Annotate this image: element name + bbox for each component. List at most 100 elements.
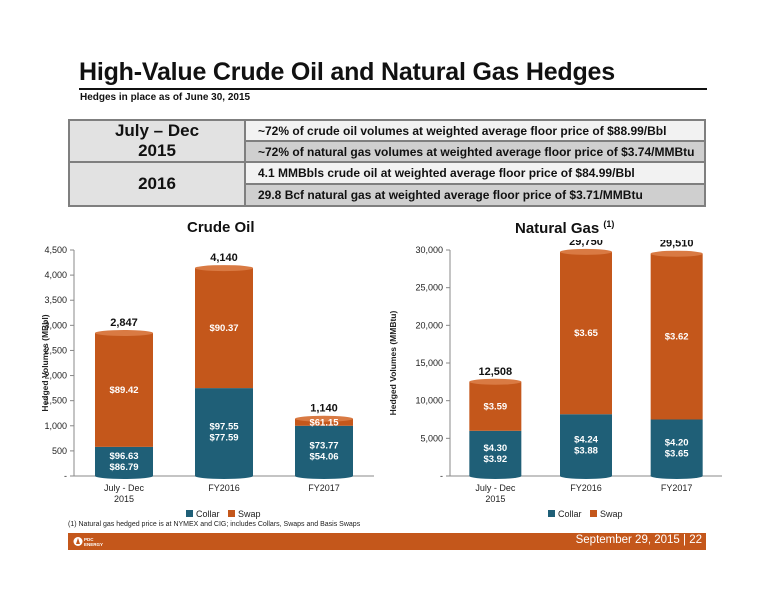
bar-cap (650, 250, 703, 257)
data-label: $3.65 (665, 448, 689, 459)
category-label: FY2016 (208, 483, 240, 493)
hedge-summary-table: July – Dec 2015 ~72% of crude oil volumes… (68, 119, 706, 207)
category-label: July - Dec 2015 (475, 483, 516, 504)
svg-text:ENERGY: ENERGY (84, 542, 103, 547)
data-label: $3.92 (483, 454, 507, 465)
footer-bar (68, 533, 706, 550)
natural-gas-chart: - 5,000 10,000 15,000 20,000 25,000 30,000 Hedg… (388, 240, 722, 519)
y-tick-label: - (64, 471, 67, 481)
data-label: $3.88 (574, 446, 598, 457)
legend-label: Swap (600, 509, 623, 519)
bar-cap (469, 378, 522, 385)
y-tick-label: 15,000 (415, 358, 443, 368)
y-tick-label: - (440, 471, 443, 481)
y-tick-label: 1,500 (44, 396, 67, 406)
bar-collar (95, 446, 153, 476)
bar-base (195, 473, 253, 479)
summary-item: 29.8 Bcf natural gas at weighted average… (244, 183, 706, 207)
data-label: $73.77 (309, 440, 338, 451)
data-label: $96.63 (109, 451, 138, 462)
crude-oil-chart: - 500 1,000 1,500 2,000 2,500 3,000 3,500 4,000 4… (40, 245, 374, 519)
period-cell-2016: 2016 (68, 161, 246, 207)
bar-collar (295, 425, 353, 476)
data-label: $77.59 (209, 433, 238, 444)
data-label: $3.62 (665, 332, 689, 343)
category-label: FY2017 (308, 483, 340, 493)
bar-swap (95, 333, 153, 447)
legend-swatch-collar (548, 510, 555, 517)
legend-label: Collar (558, 509, 582, 519)
crude-oil-chart-title: Crude Oil (187, 219, 255, 236)
y-tick-label: 25,000 (415, 283, 443, 293)
legend-swatch-swap (228, 510, 235, 517)
category-label: FY2017 (661, 483, 693, 493)
y-tick-label: 3,500 (44, 295, 67, 305)
data-label: $54.06 (309, 451, 338, 462)
y-axis-label: Hedged Volumes (MBbl) (40, 314, 50, 411)
bar-base (95, 473, 153, 479)
bar-collar (560, 414, 612, 476)
data-label: $90.37 (209, 323, 238, 334)
category-label: FY2016 (570, 483, 602, 493)
footnote: (1) Natural gas hedged price is at NYMEX… (68, 521, 361, 528)
svg-text:PDC: PDC (84, 537, 94, 542)
bar-cap (95, 330, 153, 337)
bar-swap (295, 418, 353, 426)
data-label: $4.24 (574, 435, 598, 446)
y-tick-label: 4,500 (44, 245, 67, 255)
bar-collar (195, 388, 253, 476)
y-tick-label: 20,000 (415, 320, 443, 330)
legend-swatch-swap (590, 510, 597, 517)
data-label: $86.79 (109, 462, 138, 473)
pdc-energy-logo: PDC ENERGY (73, 537, 103, 547)
bar-base (295, 473, 353, 479)
legend-swatch-collar (186, 510, 193, 517)
total-label: 4,140 (210, 252, 238, 264)
summary-item: ~72% of crude oil volumes at weighted av… (244, 119, 706, 142)
natural-gas-chart-title: Natural Gas (1) (515, 219, 614, 237)
bar-base (560, 473, 612, 479)
data-label: $4.20 (665, 437, 689, 448)
page-subtitle: Hedges in place as of June 30, 2015 (80, 92, 251, 103)
period-cell-2015: July – Dec 2015 (68, 119, 246, 163)
table-row: 29.8 Bcf natural gas at weighted average… (69, 183, 706, 207)
bar-collar (650, 419, 703, 476)
table-row: July – Dec 2015 ~72% of crude oil volumes… (68, 119, 706, 163)
bar-swap (195, 268, 253, 389)
bar-swap (469, 381, 522, 431)
data-label: $89.42 (109, 385, 138, 396)
bar-swap (560, 251, 612, 415)
summary-item: 4.1 MMBbls crude oil at weighted average… (244, 161, 706, 185)
y-tick-label: 1,000 (44, 421, 67, 431)
category-label: July - Dec 2015 (104, 483, 145, 504)
total-label: 2,847 (110, 317, 138, 329)
bar-swap (650, 253, 703, 420)
bar-collar (469, 430, 522, 476)
summary-item: ~72% of natural gas volumes at weighted … (244, 140, 706, 163)
y-axis-label: Hedged Volumes (MMBtu) (388, 311, 398, 416)
data-label: $3.65 (574, 328, 598, 339)
legend-label: Swap (238, 509, 261, 519)
y-tick-label: 5,000 (420, 433, 443, 443)
bar-cap (195, 265, 253, 272)
natural-gas-title-text: Natural Gas (515, 220, 600, 237)
data-label: $97.55 (209, 422, 239, 433)
page-title: High-Value Crude Oil and Natural Gas Hed… (79, 58, 615, 86)
total-label: 29,750 (569, 240, 603, 248)
bar-cap (295, 415, 353, 422)
y-tick-label: 2,500 (44, 345, 67, 355)
data-label: $3.59 (483, 401, 507, 412)
table-row: 2016 4.1 MMBbls crude oil at weighted av… (68, 161, 706, 207)
data-label: $4.30 (483, 443, 507, 454)
footnote-marker: (1) (603, 219, 615, 229)
legend-label: Collar (196, 509, 220, 519)
y-tick-label: 3,000 (44, 320, 67, 330)
table-row: ~72% of natural gas volumes at weighted … (69, 140, 706, 163)
y-tick-label: 10,000 (415, 396, 443, 406)
y-tick-label: 30,000 (415, 245, 443, 255)
total-label: 29,510 (660, 240, 694, 250)
y-tick-label: 2,000 (44, 371, 67, 381)
y-tick-label: 4,000 (44, 270, 67, 280)
footer-date-page: September 29, 2015 | 22 (575, 534, 702, 546)
title-divider (79, 88, 707, 90)
